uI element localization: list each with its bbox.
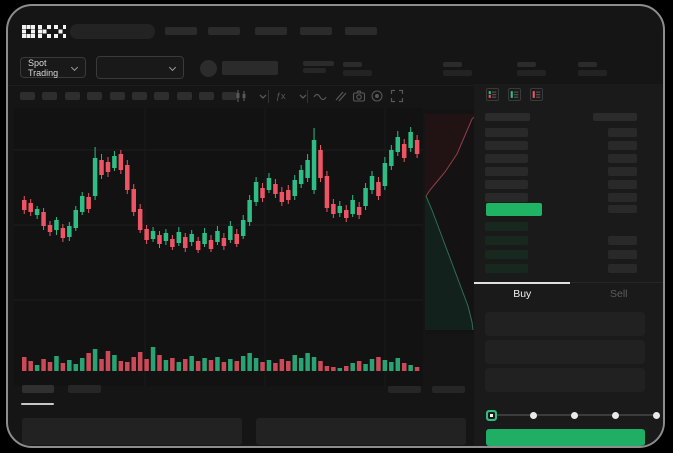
ask-amount-skeleton [608, 141, 637, 150]
candlestick-chart[interactable] [14, 108, 423, 386]
draw-icon[interactable] [333, 89, 347, 103]
slider-stop[interactable] [530, 412, 537, 419]
book-asks-icon[interactable] [530, 88, 543, 101]
timeframe-button-skeleton[interactable] [64, 92, 80, 100]
bottom-tab-active-skeleton[interactable] [22, 385, 54, 393]
fullscreen-icon[interactable] [390, 89, 404, 103]
bottom-action-skeleton[interactable] [432, 386, 465, 393]
search-input[interactable] [70, 24, 155, 39]
bottom-action-skeleton[interactable] [388, 386, 421, 393]
app-window: Spot Trading ƒx [6, 4, 665, 448]
ask-price-skeleton[interactable] [485, 154, 528, 163]
nav-item-skeleton[interactable] [208, 27, 240, 35]
toolbar-separator [268, 90, 269, 103]
bottom-tab-skeleton[interactable] [68, 385, 101, 393]
ask-price-skeleton[interactable] [485, 141, 528, 150]
candle-type-icon[interactable] [234, 89, 248, 103]
pair-name-skeleton [222, 61, 278, 75]
bottom-panel-skeleton [256, 418, 466, 445]
timeframe-button-skeleton[interactable] [20, 92, 35, 100]
last-price-skeleton [303, 61, 334, 66]
market-type-label: Spot Trading [28, 57, 59, 78]
tab-buy[interactable]: Buy [513, 287, 532, 300]
tab-sell[interactable]: Sell [609, 287, 628, 300]
nav-item-skeleton[interactable] [255, 27, 287, 35]
camera-icon[interactable] [352, 89, 366, 103]
chevron-down-icon [170, 65, 176, 71]
ask-price-skeleton[interactable] [485, 180, 528, 189]
timeframe-button-skeleton[interactable] [109, 92, 125, 100]
chevron-down-icon [72, 65, 78, 71]
coin-avatar [200, 60, 217, 77]
orderbook-last-price-value-skeleton [608, 205, 637, 213]
target-icon[interactable] [370, 89, 384, 103]
slider-handle[interactable] [485, 410, 497, 421]
market-type-dropdown[interactable]: Spot Trading [20, 57, 86, 78]
nav-item-skeleton[interactable] [300, 27, 332, 35]
chevron-down-icon[interactable] [296, 89, 310, 103]
price-change-skeleton [303, 68, 326, 73]
bid-amount-skeleton [608, 250, 637, 259]
slider-stop[interactable] [612, 412, 619, 419]
indicators-icon[interactable]: ƒx [276, 91, 286, 101]
ask-amount-skeleton [608, 193, 637, 202]
header-divider [8, 85, 663, 86]
timeframe-button-skeleton[interactable] [42, 92, 58, 100]
bid-amount-skeleton [608, 264, 637, 273]
orderbook-last-price[interactable] [486, 203, 542, 216]
timeframe-button-skeleton[interactable] [132, 92, 147, 100]
ticker-stat-skeleton [343, 62, 373, 76]
bid-price-skeleton[interactable] [485, 264, 528, 273]
order-input-skeleton[interactable] [485, 340, 645, 364]
book-bids-icon[interactable] [508, 88, 521, 101]
ticker-stat-skeleton [443, 62, 473, 76]
ask-price-skeleton[interactable] [485, 167, 528, 176]
order-side-tabs: Buy Sell [474, 282, 663, 304]
ask-amount-skeleton [608, 167, 637, 176]
slider-stop[interactable] [653, 412, 660, 419]
ticker-stat-skeleton [517, 62, 547, 76]
book-combined-icon[interactable] [486, 88, 499, 101]
chart-background [14, 108, 423, 386]
bottom-tab-active-indicator [21, 403, 54, 405]
ask-amount-skeleton [608, 180, 637, 189]
okx-logo [22, 25, 66, 38]
orderbook-amount-header-skeleton [593, 113, 637, 121]
pair-dropdown[interactable] [96, 56, 184, 79]
orderbook-price-header-skeleton [485, 113, 530, 121]
nav-item-skeleton[interactable] [345, 27, 377, 35]
timeframe-button-skeleton[interactable] [221, 92, 237, 100]
line-style-icon[interactable] [313, 89, 327, 103]
bid-price-skeleton[interactable] [485, 250, 528, 259]
order-input-skeleton[interactable] [485, 368, 645, 392]
slider-stop[interactable] [571, 412, 578, 419]
timeframe-button-skeleton[interactable] [87, 92, 103, 100]
ask-amount-skeleton [608, 128, 637, 137]
depth-chart [425, 113, 478, 331]
buy-tab-indicator [474, 282, 570, 284]
nav-item-skeleton[interactable] [165, 27, 197, 35]
order-input-skeleton[interactable] [485, 312, 645, 336]
ask-price-skeleton[interactable] [485, 193, 528, 202]
bid-price-skeleton[interactable] [485, 236, 528, 245]
buy-submit-button[interactable] [486, 429, 645, 446]
trade-sidebar: Buy Sell [474, 84, 663, 446]
timeframe-button-skeleton[interactable] [199, 92, 215, 100]
ask-amount-skeleton [608, 154, 637, 163]
bottom-panel-skeleton [22, 418, 242, 445]
bid-price-skeleton[interactable] [485, 222, 528, 231]
chevron-down-icon[interactable] [256, 89, 270, 103]
ticker-stat-skeleton [578, 62, 608, 76]
timeframe-button-skeleton[interactable] [154, 92, 170, 100]
toolbar-separator [307, 90, 308, 103]
ask-price-skeleton[interactable] [485, 128, 528, 137]
timeframe-button-skeleton[interactable] [176, 92, 192, 100]
bid-amount-skeleton [608, 236, 637, 245]
